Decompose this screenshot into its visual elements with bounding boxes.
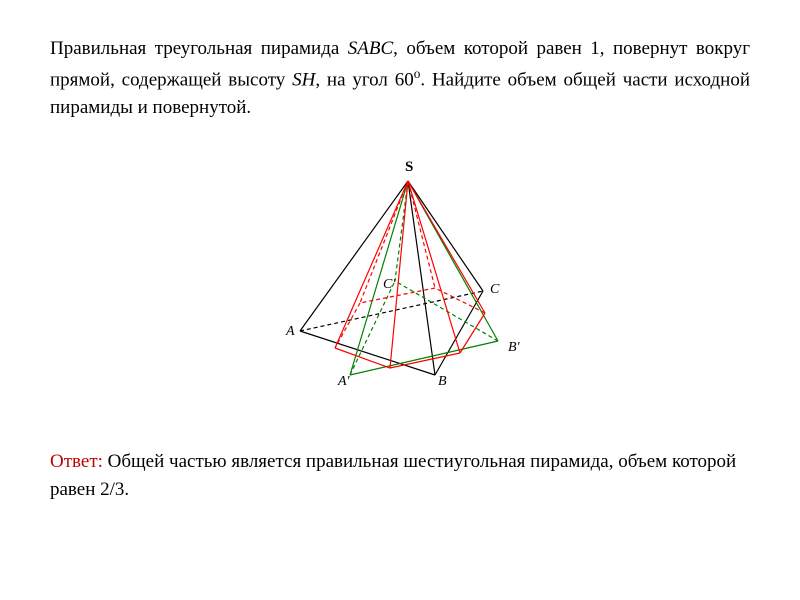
problem-statement: Правильная треугольная пирамида SABC, об… (50, 35, 750, 123)
problem-text-3: , на угол 60 (315, 69, 413, 90)
edge-SC (408, 181, 483, 291)
edge-SA (300, 181, 408, 331)
pyramid-name: SABC (348, 38, 393, 59)
edge-AB (300, 331, 435, 375)
label-S: S (405, 159, 413, 175)
answer-text: Общей частью является правильная шестиуг… (50, 451, 736, 501)
pyramid-diagram: S A B C A' B' C' (230, 153, 570, 413)
hex-lat-3 (408, 181, 460, 353)
edge-SAp (350, 181, 408, 375)
hex-edge-2 (390, 353, 460, 368)
label-C: C (490, 282, 500, 297)
height-name: SH (292, 69, 315, 90)
label-Ap: A' (337, 374, 351, 389)
hex-edge-6 (335, 303, 360, 348)
edge-SB (408, 181, 435, 375)
edge-ApBp (350, 341, 498, 375)
problem-text-1: Правильная треугольная пирамида (50, 38, 348, 59)
hex-lat-5 (408, 181, 435, 288)
diagram-container: S A B C A' B' C' (50, 153, 750, 413)
label-A: A (285, 324, 295, 339)
answer-section: Ответ: Общей частью является правильная … (50, 448, 750, 505)
label-B: B (438, 374, 447, 389)
answer-label: Ответ: (50, 451, 103, 472)
label-Bp: B' (508, 340, 521, 355)
edge-BC (435, 291, 483, 375)
edge-ApCp (350, 281, 395, 375)
label-Cp: C' (383, 277, 396, 292)
